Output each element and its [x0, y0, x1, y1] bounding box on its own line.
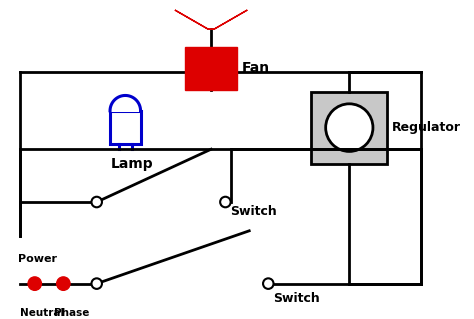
- Circle shape: [57, 277, 70, 290]
- Bar: [311, 92, 387, 164]
- Text: Lamp: Lamp: [111, 157, 154, 171]
- Circle shape: [326, 104, 373, 152]
- Text: Phase: Phase: [54, 308, 89, 318]
- Polygon shape: [211, 10, 247, 29]
- Circle shape: [91, 197, 102, 207]
- Circle shape: [220, 197, 231, 207]
- Text: Fan: Fan: [242, 61, 270, 75]
- Polygon shape: [175, 10, 211, 29]
- Text: Switch: Switch: [230, 205, 277, 218]
- Polygon shape: [110, 95, 141, 111]
- Text: Switch: Switch: [273, 292, 320, 305]
- Circle shape: [28, 277, 41, 290]
- Text: Power: Power: [18, 255, 56, 264]
- Bar: [110, 111, 141, 145]
- Circle shape: [91, 278, 102, 289]
- Text: Neutral: Neutral: [20, 308, 64, 318]
- Bar: [185, 47, 237, 90]
- Circle shape: [263, 278, 273, 289]
- Text: Regulator: Regulator: [392, 121, 461, 134]
